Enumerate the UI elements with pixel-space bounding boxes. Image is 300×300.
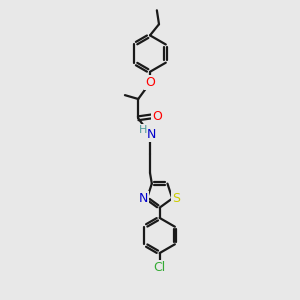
Text: N: N: [139, 192, 148, 205]
Text: S: S: [172, 192, 180, 205]
Text: Cl: Cl: [154, 261, 166, 274]
Text: O: O: [145, 76, 155, 89]
Text: O: O: [152, 110, 162, 123]
Text: N: N: [147, 128, 156, 141]
Text: H: H: [139, 125, 147, 135]
